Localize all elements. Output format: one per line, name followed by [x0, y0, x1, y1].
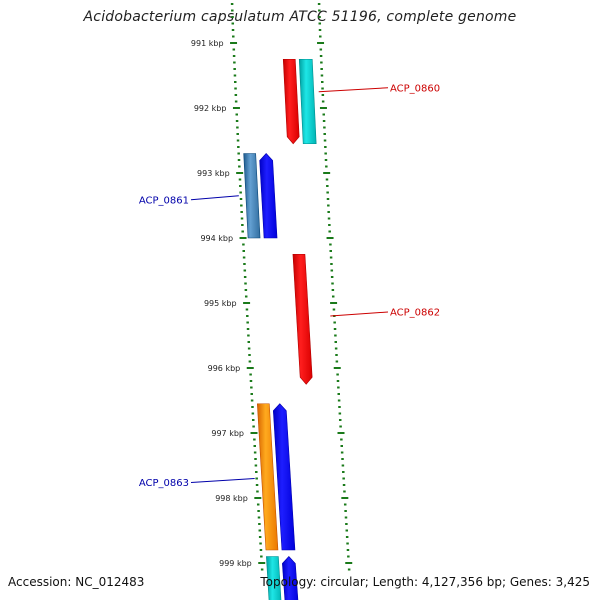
cds-acp0861[interactable] — [243, 153, 261, 239]
map-title: Acidobacterium capsulatum ATCC 51196, co… — [83, 9, 517, 25]
gene-label[interactable]: ACP_0860 — [390, 83, 440, 94]
tick-label: 995 kbp — [204, 299, 237, 308]
tick-label: 994 kbp — [200, 234, 233, 243]
tick-label: 991 kbp — [191, 39, 224, 48]
feature-layer — [243, 58, 317, 600]
leader-line — [190, 195, 239, 201]
leader-line — [190, 478, 255, 483]
genome-summary: Topology: circular; Length: 4,127,356 bp… — [260, 575, 590, 589]
gene-label[interactable]: ACP_0861 — [139, 195, 189, 206]
gene-label[interactable]: ACP_0863 — [139, 478, 189, 489]
gene-acp0862[interactable] — [292, 253, 313, 385]
label-layer: ACP_0860 ACP_0861 ACP_0862 ACP_0863 — [139, 83, 440, 489]
leader-line — [330, 311, 389, 317]
gene-acp0863[interactable] — [272, 403, 296, 551]
leader-line — [318, 87, 389, 93]
accession-text: Accession: NC_012483 — [8, 575, 145, 589]
cds-acp0863[interactable] — [256, 403, 279, 551]
tick-label: 992 kbp — [194, 104, 227, 113]
tick-label: 998 kbp — [215, 494, 248, 503]
gene-acp0861[interactable] — [259, 153, 278, 239]
tick-label: 999 kbp — [219, 559, 252, 568]
gene-bottom[interactable] — [282, 556, 299, 600]
gene-acp0860[interactable] — [282, 58, 300, 145]
tick-label: 997 kbp — [211, 429, 244, 438]
tick-label: 996 kbp — [208, 364, 241, 373]
cds-bottom[interactable] — [266, 556, 282, 600]
cds-acp0860[interactable] — [298, 58, 317, 145]
gene-label[interactable]: ACP_0862 — [390, 308, 440, 319]
tick-label: 993 kbp — [197, 169, 230, 178]
